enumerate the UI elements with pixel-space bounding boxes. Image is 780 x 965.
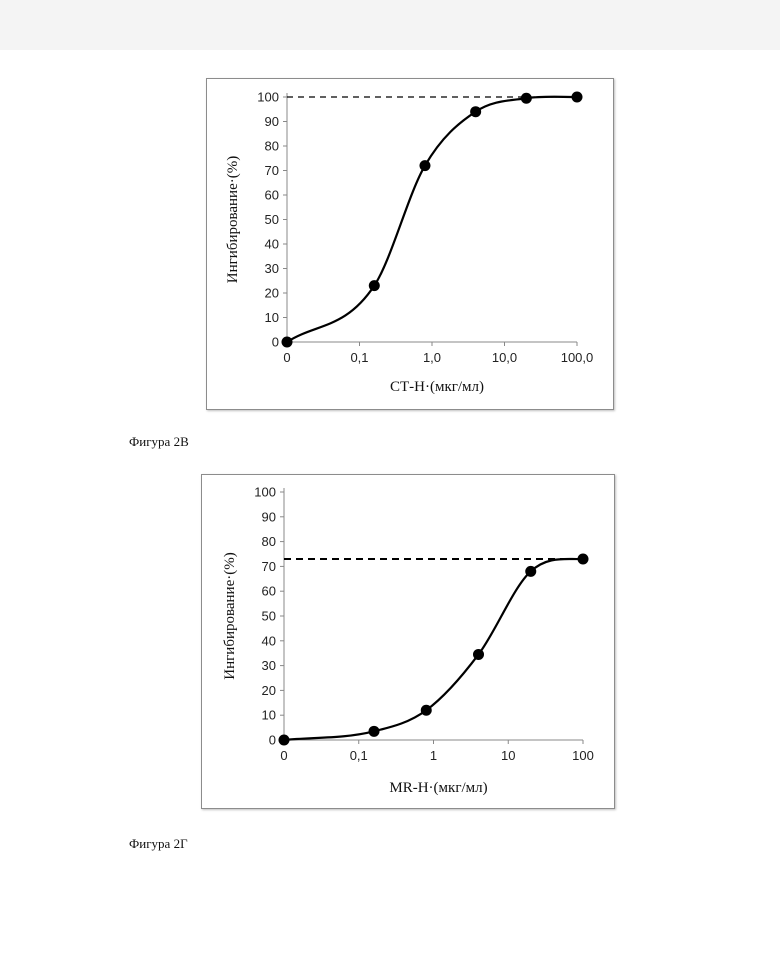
chart-panel-ct-h: 0 10 20 30 40 50 60 70 80 90 100 0 0,1 1,0 10,0 100,0 Ин… xyxy=(206,78,614,410)
chart-ct-h: 0 10 20 30 40 50 60 70 80 90 100 0 0,1 1,0 10,0 100,0 Ин… xyxy=(207,79,613,409)
y-axis-label: Ингибирование·(%) xyxy=(225,156,241,283)
data-point xyxy=(572,92,583,103)
x-tick-label: 0,1 xyxy=(350,350,368,365)
y-tick-label: 60 xyxy=(265,188,279,203)
y-tick-label: 70 xyxy=(265,163,279,178)
x-tick-label: 1,0 xyxy=(423,350,441,365)
y-tick-label: 30 xyxy=(262,658,276,673)
data-point xyxy=(578,553,589,564)
data-point xyxy=(419,160,430,171)
y-tick-label: 50 xyxy=(262,609,276,624)
y-tick-label: 100 xyxy=(254,485,276,500)
y-tick-label: 50 xyxy=(265,212,279,227)
data-point xyxy=(521,93,532,104)
chart-panel-mr-h: 0 10 20 30 40 50 60 70 80 90 100 0 0,1 1 10 100 Ингибиро… xyxy=(201,474,615,809)
y-tick-label: 70 xyxy=(262,559,276,574)
data-point xyxy=(470,106,481,117)
y-tick-label: 20 xyxy=(265,286,279,301)
chart-mr-h: 0 10 20 30 40 50 60 70 80 90 100 0 0,1 1 10 100 Ингибиро… xyxy=(202,475,614,808)
data-point xyxy=(369,726,380,737)
y-tick-label: 20 xyxy=(262,683,276,698)
y-tick-label: 0 xyxy=(269,733,276,748)
y-tick-label: 100 xyxy=(257,90,279,105)
y-tick-label: 10 xyxy=(265,310,279,325)
x-tick-label: 0 xyxy=(283,350,290,365)
series-line xyxy=(284,559,583,740)
y-tick-label: 40 xyxy=(262,633,276,648)
data-point xyxy=(279,735,290,746)
data-point xyxy=(421,705,432,716)
y-tick-label: 30 xyxy=(265,261,279,276)
x-tick-label: 100 xyxy=(572,748,594,763)
y-tick-label: 90 xyxy=(262,509,276,524)
y-tick-label: 80 xyxy=(262,534,276,549)
y-tick-label: 80 xyxy=(265,139,279,154)
y-tick-label: 10 xyxy=(262,708,276,723)
x-axis-label: СТ-Н·(мкг/мл) xyxy=(390,379,484,395)
series-line xyxy=(287,97,577,342)
y-tick-label: 0 xyxy=(272,335,279,350)
data-point xyxy=(473,649,484,660)
figure-caption-2g: Фигура 2Г xyxy=(129,836,188,852)
top-band xyxy=(0,0,780,50)
x-tick-label: 1 xyxy=(430,748,437,763)
y-tick-label: 60 xyxy=(262,584,276,599)
y-tick-label: 40 xyxy=(265,237,279,252)
figure-caption-2v: Фигура 2В xyxy=(129,434,189,450)
data-point xyxy=(282,337,293,348)
data-point xyxy=(525,566,536,577)
x-axis-label: MR-Н·(мкг/мл) xyxy=(389,780,487,796)
x-tick-label: 10,0 xyxy=(492,350,517,365)
x-tick-label: 10 xyxy=(501,748,515,763)
x-tick-label: 0,1 xyxy=(350,748,368,763)
x-tick-label: 0 xyxy=(280,748,287,763)
y-tick-label: 90 xyxy=(265,114,279,129)
data-point xyxy=(369,280,380,291)
x-tick-label: 100,0 xyxy=(561,350,594,365)
y-axis-label: Ингибирование·(%) xyxy=(222,552,238,679)
